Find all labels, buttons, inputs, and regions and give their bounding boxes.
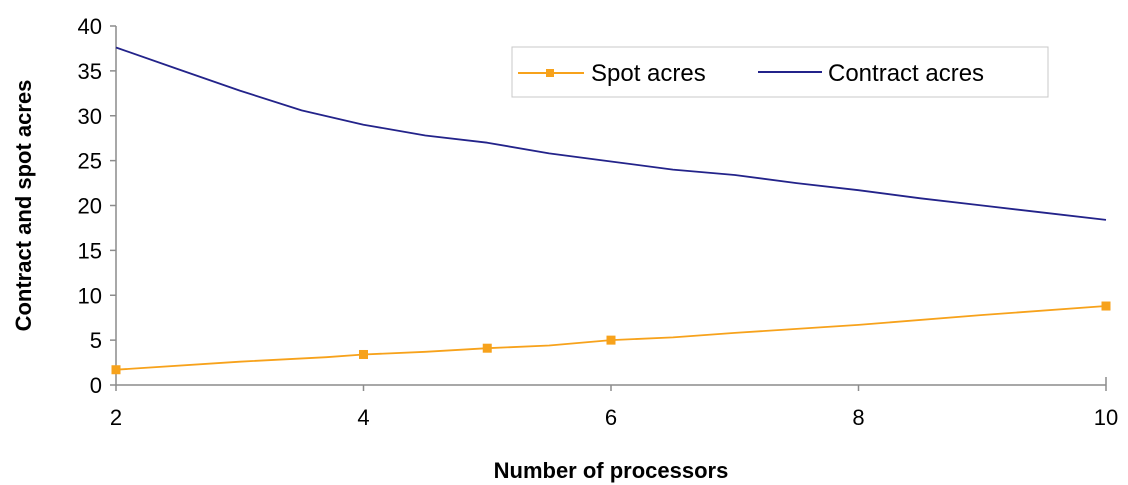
x-tick-label: 8: [852, 405, 864, 430]
data-point-spot-acres: [359, 349, 368, 359]
legend-label-contract-acres: Contract acres: [828, 60, 984, 87]
y-tick-label: 25: [78, 149, 102, 174]
y-tick-label: 40: [78, 14, 102, 39]
legend: Spot acres Contract acres: [511, 46, 1049, 98]
series-line-contract-acres: [115, 46, 1107, 221]
x-tick-label: 2: [110, 405, 122, 430]
y-tick-label: 0: [90, 373, 102, 398]
legend-item-spot-acres: Spot acres: [518, 60, 706, 87]
y-axis-title: Contract and spot acres: [11, 80, 36, 332]
legend-marker-spot-acres: [546, 69, 554, 77]
x-axis-ticks: 2 4 6 8 10: [110, 385, 1118, 430]
y-tick-label: 5: [90, 328, 102, 353]
data-point-spot-acres: [111, 365, 121, 375]
y-tick-label: 30: [78, 104, 102, 129]
series-line-spot-acres: [115, 305, 1107, 371]
plot-area: 0 5 10 15 20 25 30 35 40 2 4 6 8 10: [78, 14, 1119, 430]
legend-label-spot-acres: Spot acres: [591, 60, 706, 87]
data-point-spot-acres: [1101, 301, 1111, 311]
x-tick-label: 4: [357, 405, 369, 430]
data-point-spot-acres: [606, 335, 616, 345]
data-point-spot-acres: [482, 343, 492, 353]
y-tick-label: 15: [78, 238, 102, 263]
y-tick-label: 35: [78, 59, 102, 84]
legend-item-contract-acres: Contract acres: [758, 60, 984, 87]
x-tick-label: 6: [605, 405, 617, 430]
y-tick-label: 20: [78, 194, 102, 219]
x-axis-title: Number of processors: [494, 458, 729, 483]
y-axis-ticks: 0 5 10 15 20 25 30 35 40: [78, 14, 116, 398]
y-tick-label: 10: [78, 283, 102, 308]
x-tick-label: 10: [1094, 405, 1118, 430]
series-layer: [111, 46, 1111, 375]
